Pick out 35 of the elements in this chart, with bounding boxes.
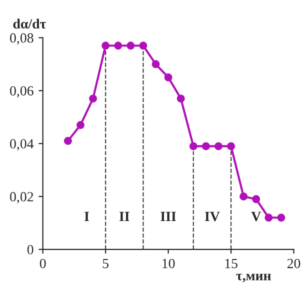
- point: [264, 214, 273, 222]
- point: [152, 60, 160, 68]
- point: [76, 121, 84, 130]
- point: [214, 142, 222, 150]
- y-tick-label: 0,06: [10, 86, 34, 98]
- x-tick-label: 20: [287, 258, 300, 268]
- y-axis-title: dα/dτ: [13, 18, 46, 29]
- point: [102, 42, 110, 50]
- point: [277, 214, 286, 222]
- point: [126, 42, 135, 50]
- x-tick-label: 0: [40, 258, 46, 268]
- point: [202, 142, 210, 150]
- y-tick-label: 0: [27, 244, 34, 254]
- point: [89, 94, 98, 103]
- annotation: IV: [204, 212, 220, 222]
- y-tick-label: 0,04: [10, 139, 34, 151]
- annotation: III: [160, 212, 176, 221]
- point: [164, 73, 172, 82]
- annotation: II: [119, 212, 130, 221]
- point: [64, 136, 72, 145]
- point: [240, 192, 248, 200]
- point: [114, 42, 122, 50]
- x-axis-title: τ,мин: [236, 274, 271, 282]
- point: [252, 195, 260, 204]
- point: [176, 94, 185, 103]
- y-tick-label: 0,02: [10, 192, 34, 204]
- x-tick-label: 15: [225, 258, 238, 268]
- y-tick-label: 0,08: [10, 33, 34, 45]
- x-tick-label: 5: [102, 258, 108, 268]
- annotation: I: [84, 212, 89, 221]
- x-tick-label: 10: [162, 258, 175, 268]
- point: [139, 42, 148, 50]
- point: [189, 142, 198, 150]
- point: [227, 142, 236, 150]
- annotation: V: [251, 212, 261, 222]
